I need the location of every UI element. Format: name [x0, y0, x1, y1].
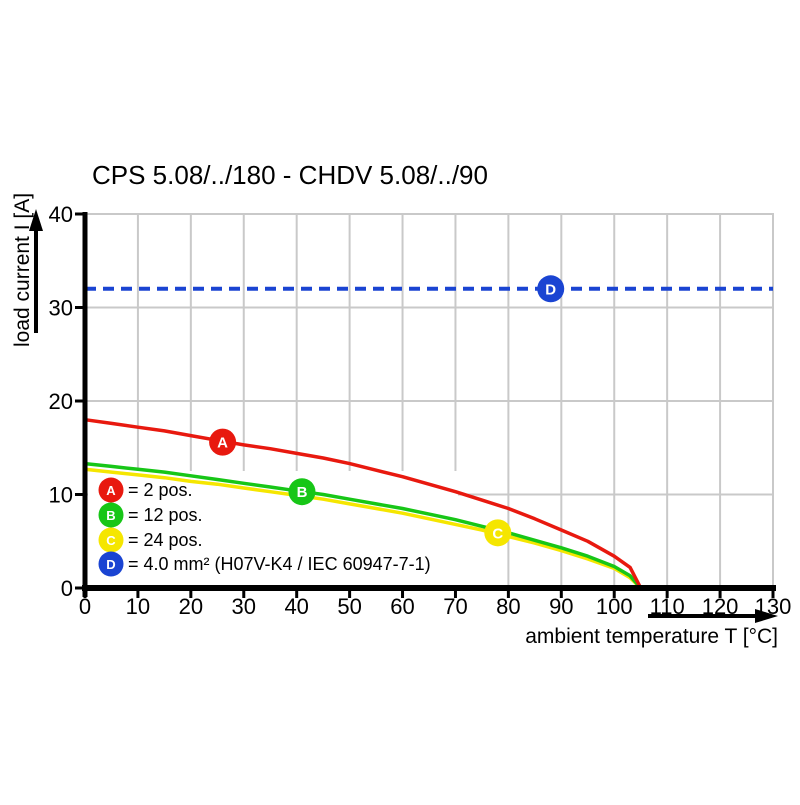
axis-ticks — [75, 212, 775, 598]
legend-marker-c-icon — [98, 527, 124, 553]
x-tick-label-70: 70 — [443, 594, 467, 619]
curve-marker-c: C — [484, 519, 512, 547]
marker-letter-c: C — [492, 525, 503, 542]
legend-letter-a: A — [106, 483, 116, 498]
x-tick-label-50: 50 — [337, 594, 361, 619]
marker-letter-b: B — [297, 484, 308, 501]
legend-marker-d-icon — [98, 551, 124, 577]
chart-title: CPS 5.08/../180 - CHDV 5.08/../90 — [92, 160, 488, 190]
legend: A = 2 pos. B = 12 pos. C = 24 pos. D = 4.0 mm² … — [98, 477, 431, 577]
x-tick-label-100: 100 — [596, 594, 633, 619]
legend-letter-b: B — [106, 508, 115, 523]
curve-marker-b: B — [288, 478, 316, 506]
legend-background-layer — [88, 471, 458, 586]
curve-marker-a: A — [209, 428, 237, 456]
curve-a — [84, 417, 643, 589]
marker-circle-c — [484, 519, 512, 547]
x-tick-label-60: 60 — [390, 594, 414, 619]
marker-circle-a — [209, 428, 237, 456]
legend-marker-b-icon — [98, 502, 124, 528]
legend-letter-c: C — [106, 533, 116, 548]
legend-label-d: = 4.0 mm² (H07V-K4 / IEC 60947-7-1) — [128, 554, 431, 574]
curve-markers: A B C D — [209, 275, 565, 547]
curve-b — [84, 461, 643, 590]
x-tick-label-40: 40 — [284, 594, 308, 619]
legend-label-a: = 2 pos. — [128, 480, 193, 500]
legend-item-b: B = 12 pos. — [98, 502, 203, 528]
marker-letter-d: D — [545, 281, 556, 298]
legend-item-c: C = 24 pos. — [98, 527, 203, 553]
y-tick-label-0: 0 — [61, 576, 73, 601]
x-tick-label-90: 90 — [549, 594, 573, 619]
x-axis-arrow-icon — [648, 609, 778, 623]
marker-circle-d — [537, 275, 565, 303]
legend-item-a: A = 2 pos. — [98, 477, 193, 503]
legend-background — [88, 471, 458, 586]
x-tick-label-80: 80 — [496, 594, 520, 619]
y-tick-label-10: 10 — [49, 483, 73, 508]
x-tick-label-20: 20 — [179, 594, 203, 619]
y-tick-label-20: 20 — [49, 389, 73, 414]
marker-letter-a: A — [217, 435, 228, 452]
x-axis-label: ambient temperature T [°C] — [525, 625, 778, 648]
y-axis-label: load current I [A] — [11, 193, 34, 347]
curve-c — [84, 467, 642, 590]
axes — [82, 212, 776, 597]
x-tick-label-30: 30 — [232, 594, 256, 619]
legend-marker-a-icon — [98, 477, 124, 503]
marker-circle-b — [288, 478, 316, 506]
x-tick-label-0: 0 — [79, 594, 91, 619]
curves — [84, 286, 773, 590]
y-tick-label-30: 30 — [49, 296, 73, 321]
y-tick-label-40: 40 — [49, 202, 73, 227]
x-tick-label-10: 10 — [126, 594, 150, 619]
legend-item-d: D = 4.0 mm² (H07V-K4 / IEC 60947-7-1) — [98, 551, 431, 577]
legend-label-c: = 24 pos. — [128, 530, 203, 550]
y-axis-arrow-icon — [29, 209, 43, 333]
legend-label-b: = 12 pos. — [128, 505, 203, 525]
legend-letter-d: D — [106, 557, 115, 572]
curve-marker-d: D — [537, 275, 565, 303]
